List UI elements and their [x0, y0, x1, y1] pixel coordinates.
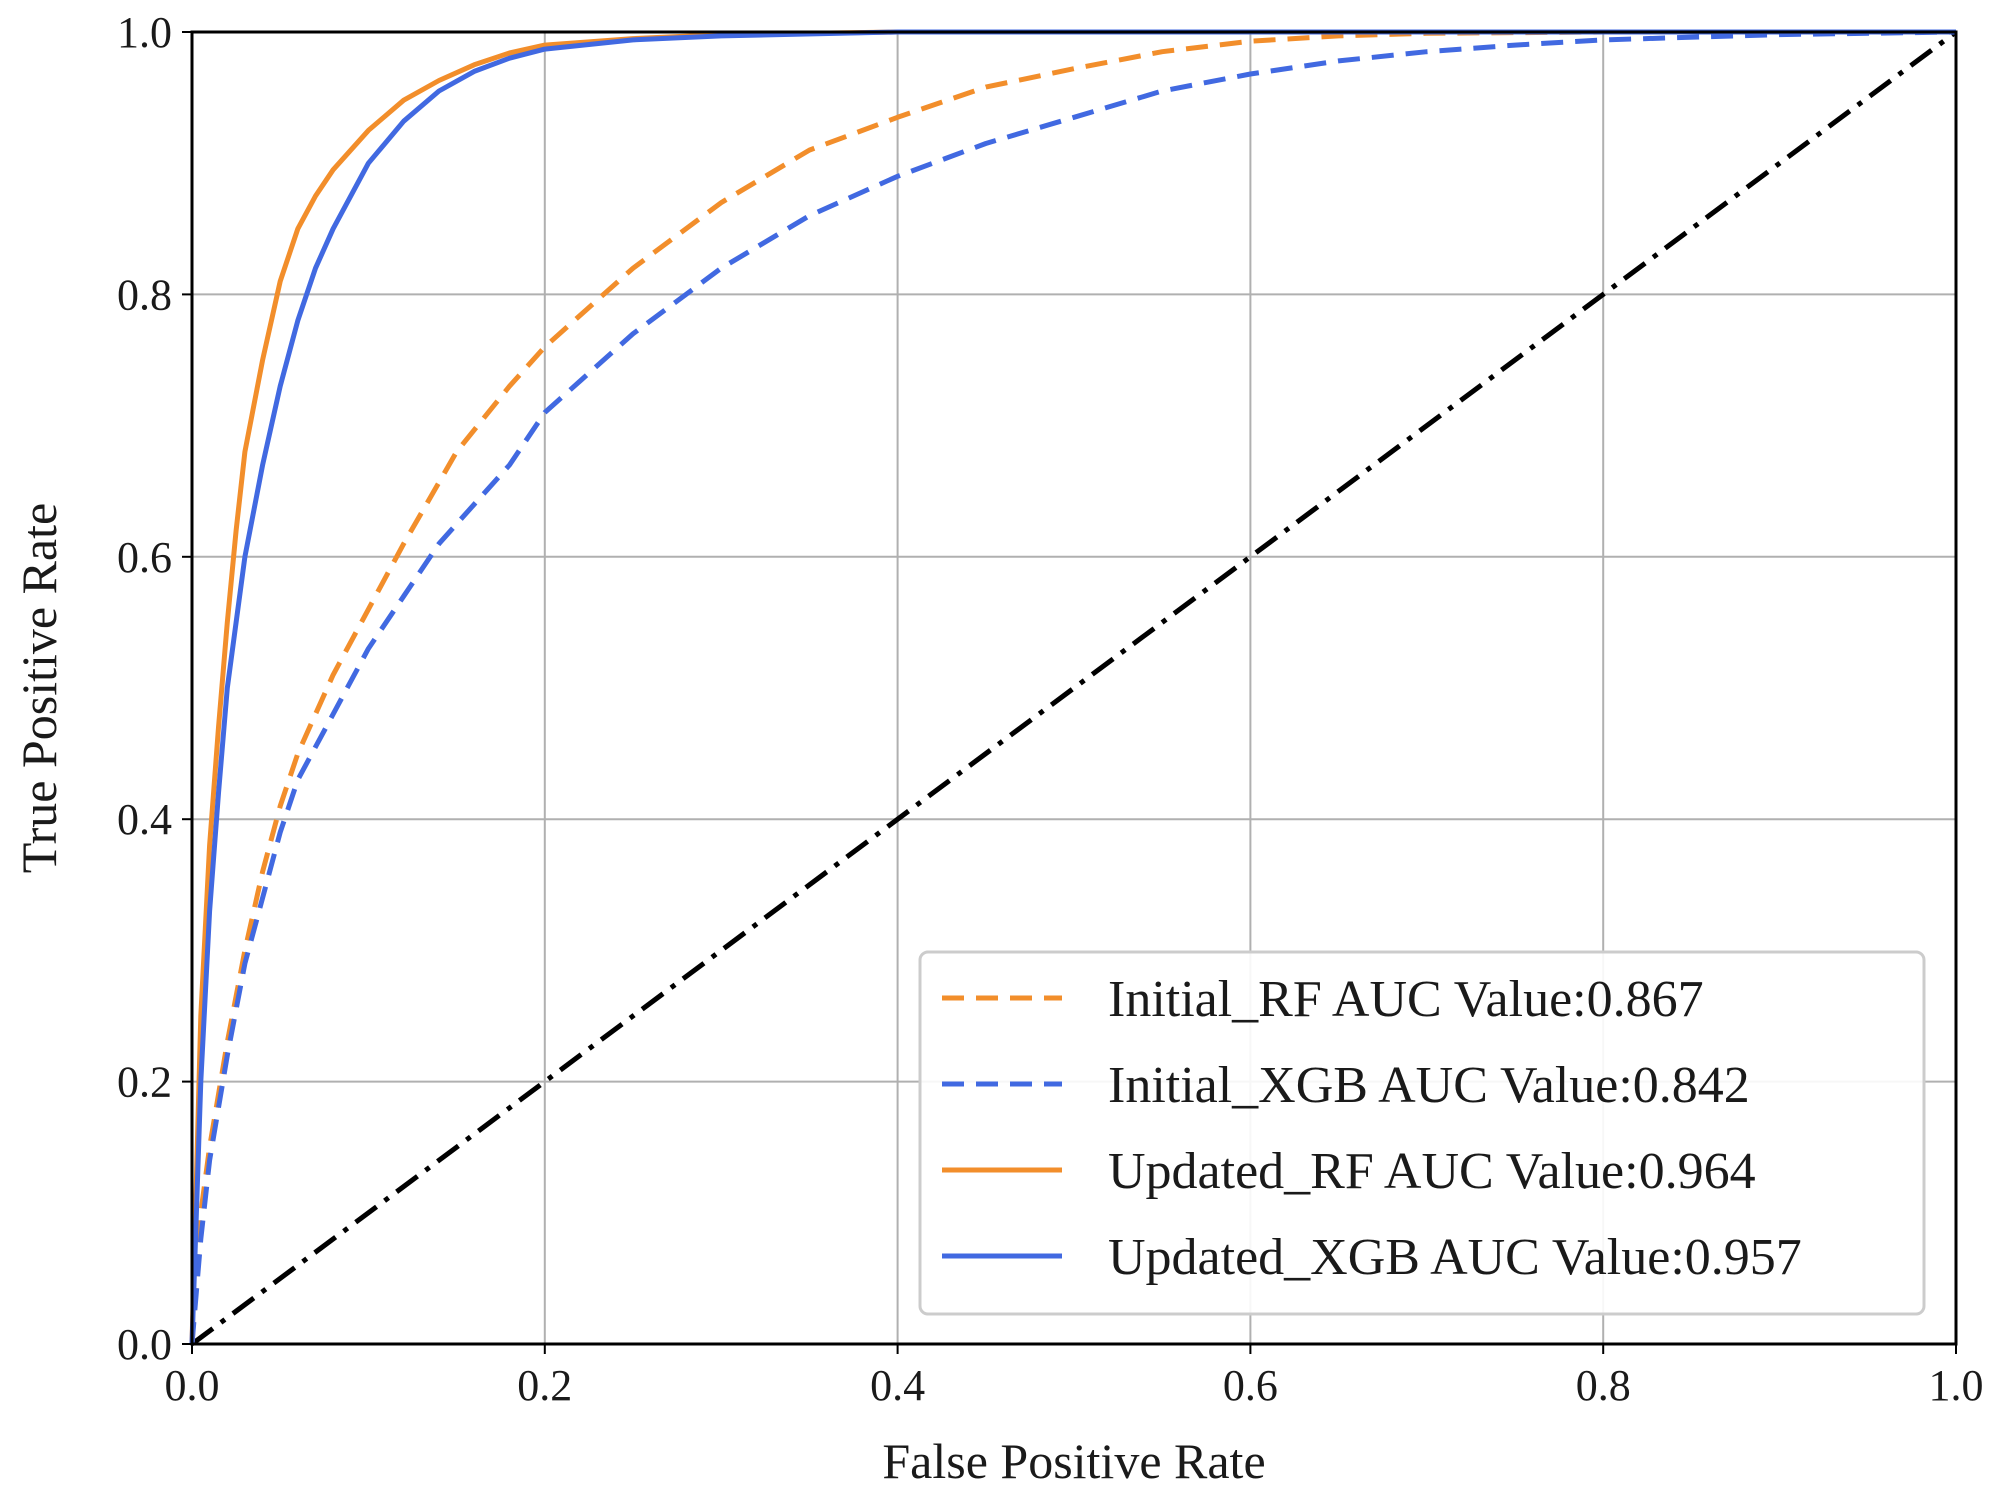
- x-tick-label: 0.2: [517, 1361, 572, 1410]
- x-tick-label: 0.4: [870, 1361, 925, 1410]
- series-line-1: [189, 29, 1957, 1345]
- y-tick-label: 0.4: [117, 795, 172, 844]
- grid: [191, 31, 1957, 1345]
- x-tick-label: 0.0: [165, 1361, 220, 1410]
- legend-entry-initial-xgb: Initial_XGB AUC Value:0.842: [942, 1057, 1750, 1114]
- plot-frame: [190, 30, 1958, 1346]
- legend-entry-initial-rf: Initial_RF AUC Value:0.867: [942, 971, 1704, 1028]
- y-axis-label: True Positive Rate: [11, 503, 67, 873]
- x-axis-label: False Positive Rate: [882, 1433, 1265, 1489]
- series-group: [189, 29, 1958, 1347]
- legend-entry-updated-rf: Updated_RF AUC Value:0.964: [942, 1143, 1756, 1200]
- y-tick-label: 0.2: [117, 1058, 172, 1107]
- y-tick-label: 0.8: [117, 270, 172, 319]
- legend: Initial_RF AUC Value:0.867 Initial_XGB A…: [918, 950, 1926, 1316]
- legend-label-updated-rf: Updated_RF AUC Value:0.964: [1108, 1143, 1756, 1200]
- series-line-0: [189, 29, 1956, 1345]
- legend-label-initial-rf: Initial_RF AUC Value:0.867: [1108, 971, 1704, 1028]
- legend-label-initial-xgb: Initial_XGB AUC Value:0.842: [1108, 1057, 1750, 1114]
- legend-box: [918, 950, 1926, 1316]
- y-tick-label: 0.6: [117, 533, 172, 582]
- tick-group: 0.0 0.2 0.4 0.6 0.8 1.0 0.0 0.2 0.4 0.6 0.8 1.0: [117, 8, 1984, 1410]
- legend-entry-updated-xgb: Updated_XGB AUC Value:0.957: [942, 1229, 1802, 1286]
- series-line-reference-diagonal: [190, 29, 1958, 1347]
- x-tick-label: 1.0: [1929, 1361, 1984, 1410]
- legend-label-updated-xgb: Updated_XGB AUC Value:0.957: [1108, 1229, 1802, 1286]
- x-tick-label: 0.8: [1576, 1361, 1631, 1410]
- y-tick-label: 1.0: [117, 8, 172, 57]
- x-tick-label: 0.6: [1223, 1361, 1278, 1410]
- y-tick-label: 0.0: [117, 1320, 172, 1369]
- series-line-3: [189, 29, 1956, 1345]
